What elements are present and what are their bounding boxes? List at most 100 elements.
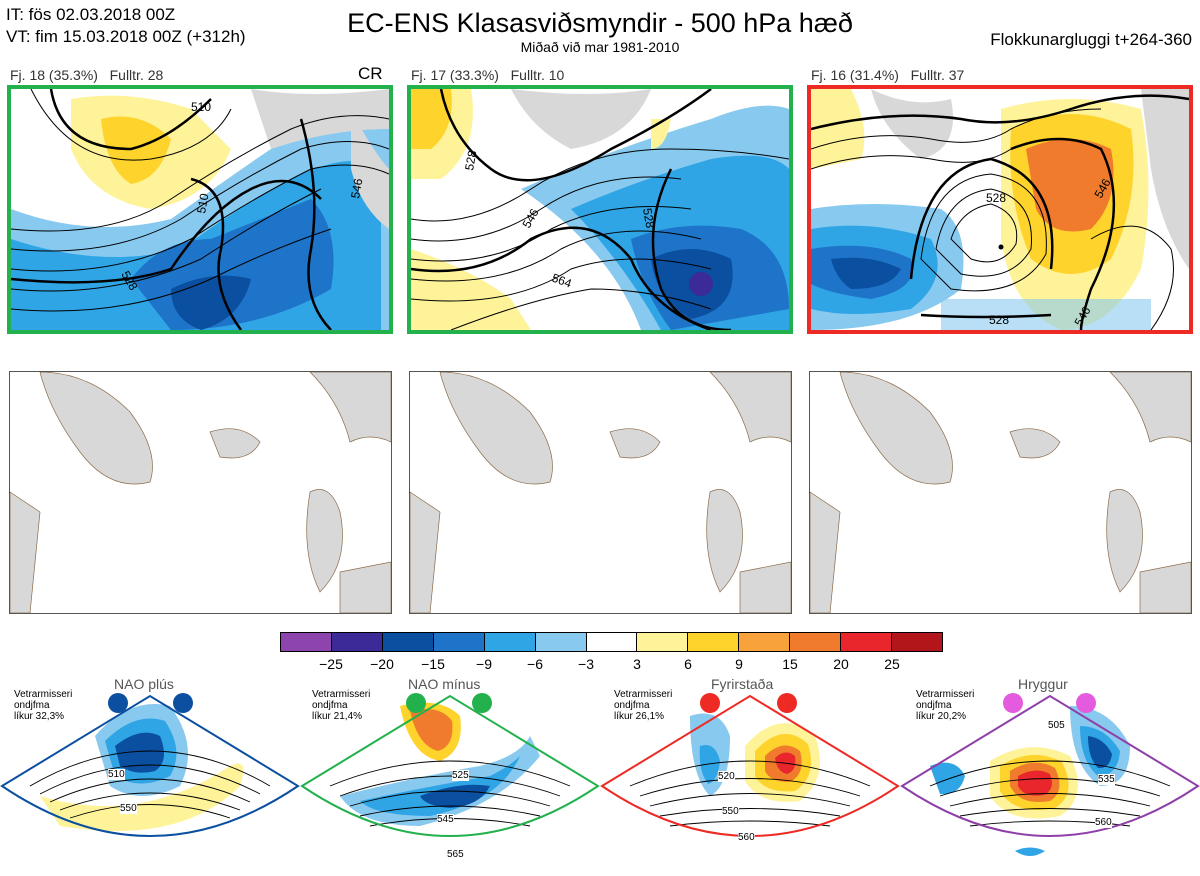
regime-1-marker-left	[108, 693, 128, 713]
cluster-3-contour-label-a: 528	[986, 191, 1006, 205]
regime-1-note-line: Vetrarmisseri	[14, 689, 73, 700]
cluster-2-rep: Fulltr. 10	[510, 67, 565, 83]
colorbar-swatch	[382, 633, 434, 651]
colorbar-tick-label: 15	[782, 656, 798, 672]
page-subtitle: Miðað við mar 1981-2010	[520, 39, 680, 55]
init-time: IT: fös 02.03.2018 00Z	[6, 5, 176, 24]
cluster-1-basemap	[9, 371, 392, 614]
page-title: EC-ENS Klasasviðsmyndir - 500 hPa hæð	[347, 8, 853, 38]
regime-3-note-line: ondjfma	[614, 700, 650, 711]
regime-1-contour-label: 550	[120, 803, 137, 814]
regime-3-note-line: Vetrarmisseri	[614, 689, 673, 700]
regime-4-contour-label: 505	[1048, 720, 1065, 731]
colorbar-swatch	[790, 633, 842, 651]
valid-time: VT: fim 15.03.2018 00Z (+312h)	[6, 27, 246, 46]
regime-4-contour-label: 535	[1098, 774, 1115, 785]
colorbar-swatch	[841, 633, 893, 651]
cluster-3-rep: Fulltr. 37	[910, 67, 965, 83]
regime-3-contour-label: 520	[718, 771, 735, 782]
regime-4-name: Hryggur	[1018, 676, 1068, 692]
regime-2-note-line: Vetrarmisseri	[312, 689, 371, 700]
colorbar-tick-label: −3	[578, 656, 594, 672]
cluster-1-map: 510 528 546 510	[7, 85, 393, 334]
cluster-1-contour-label-c: 546	[348, 177, 365, 199]
regime-4-note-line: Vetrarmisseri	[916, 689, 975, 700]
colorbar-swatch	[535, 633, 587, 651]
regime-4-fan	[900, 694, 1200, 856]
regime-3-marker-left	[700, 693, 720, 713]
cluster-3-basemap	[809, 371, 1192, 614]
cluster-1-tag: CR	[358, 64, 383, 83]
regime-3-note-line: líkur 26,1%	[614, 711, 665, 722]
regime-2-contour-label: 565	[447, 849, 464, 860]
regime-2-note: Vetrarmisseri ondjfma líkur 21,4%	[312, 689, 370, 722]
cluster-1-rep: Fulltr. 28	[109, 67, 164, 83]
cluster-2-label: Fj. 17 (33.3%) Fulltr. 10	[411, 67, 564, 83]
cluster-2-basemap	[409, 371, 792, 614]
regime-3-contour-label: 560	[738, 832, 755, 843]
cluster-1-name: Fj. 18 (35.3%)	[10, 67, 98, 83]
regime-3-marker-right	[777, 693, 797, 713]
regime-4-marker-left	[1003, 693, 1023, 713]
colorbar-swatch	[433, 633, 485, 651]
cluster-2-contour-label-d: 528	[640, 207, 657, 229]
regime-svg	[0, 694, 1200, 856]
colorbar-swatch	[484, 633, 536, 651]
colorbar-tick-label: −20	[370, 656, 394, 672]
colorbar-swatch	[281, 633, 332, 651]
regime-1-contour-label: 510	[108, 769, 125, 780]
regime-2-contour-label: 525	[452, 770, 469, 781]
cluster-2-map: 528 546 564 528	[407, 85, 793, 334]
colorbar-swatch	[739, 633, 791, 651]
cluster-1-contour-label-a: 510	[194, 192, 211, 214]
regime-4-marker-right	[1076, 693, 1096, 713]
colorbar-swatch	[586, 633, 638, 651]
regime-1-note-line: líkur 32,3%	[14, 711, 65, 722]
regime-4-note-line: ondjfma	[916, 700, 952, 711]
init-time-block: IT: fös 02.03.2018 00Z VT: fim 15.03.201…	[6, 4, 246, 48]
colorbar-tick-label: 20	[833, 656, 849, 672]
regime-3-contour-label: 550	[722, 806, 739, 817]
regime-4-note: Vetrarmisseri ondjfma líkur 20,2%	[916, 689, 974, 722]
regime-2-note-line: ondjfma	[312, 700, 348, 711]
cluster-3-contour-label-c: 528	[989, 313, 1009, 327]
cluster-3-map: 528 546 528 546	[807, 85, 1193, 334]
regime-3-name: Fyrirstaða	[711, 676, 774, 692]
colorbar-tick-label: −25	[319, 656, 343, 672]
regime-4-note-line: líkur 20,2%	[916, 711, 967, 722]
cluster-3-name: Fj. 16 (31.4%)	[811, 67, 899, 83]
cluster-2-name: Fj. 17 (33.3%)	[411, 67, 499, 83]
cluster-1-contour-label-d: 510	[191, 100, 211, 114]
regime-4-contour-label: 560	[1095, 817, 1112, 828]
colorbar-tick-label: −9	[476, 656, 492, 672]
colorbar-swatch	[688, 633, 740, 651]
cluster-3-label: Fj. 16 (31.4%) Fulltr. 37	[811, 67, 964, 83]
colorbar-swatch	[892, 633, 942, 651]
regime-2-contour-label: 545	[437, 814, 454, 825]
colorbar-tick-label: −15	[421, 656, 445, 672]
colorbar-tick-label: 3	[633, 656, 641, 672]
regime-2-marker-right	[472, 693, 492, 713]
anomaly-colorbar	[280, 632, 943, 652]
regime-2-note-line: líkur 21,4%	[312, 711, 363, 722]
regime-1-note: Vetrarmisseri ondjfma líkur 32,3%	[14, 689, 72, 722]
regime-1-marker-right	[173, 693, 193, 713]
cluster-1-label: Fj. 18 (35.3%) Fulltr. 28	[10, 67, 163, 83]
cluster-2-contour-label-c: 564	[550, 271, 574, 291]
colorbar-tick-label: 25	[884, 656, 900, 672]
regime-2-name: NAO mínus	[408, 676, 481, 692]
colorbar-ticks: −25 −20 −15 −9 −6 −3 3 6 9 15 20 25	[280, 656, 943, 674]
regime-3-note: Vetrarmisseri ondjfma líkur 26,1%	[614, 689, 672, 722]
regime-panels	[0, 676, 1200, 871]
regime-1-note-line: ondjfma	[14, 700, 50, 711]
clustering-window: Flokkunargluggi t+264-360	[990, 30, 1192, 49]
colorbar-tick-label: 6	[684, 656, 692, 672]
regime-1-name: NAO plús	[114, 676, 174, 692]
colorbar-tick-label: −6	[527, 656, 543, 672]
regime-2-marker-left	[406, 693, 426, 713]
colorbar-swatch	[637, 633, 689, 651]
cluster-2-contour-label-a: 528	[462, 149, 479, 171]
colorbar-tick-label: 9	[735, 656, 743, 672]
colorbar-swatch	[331, 633, 383, 651]
regime-2-fan	[300, 694, 600, 837]
